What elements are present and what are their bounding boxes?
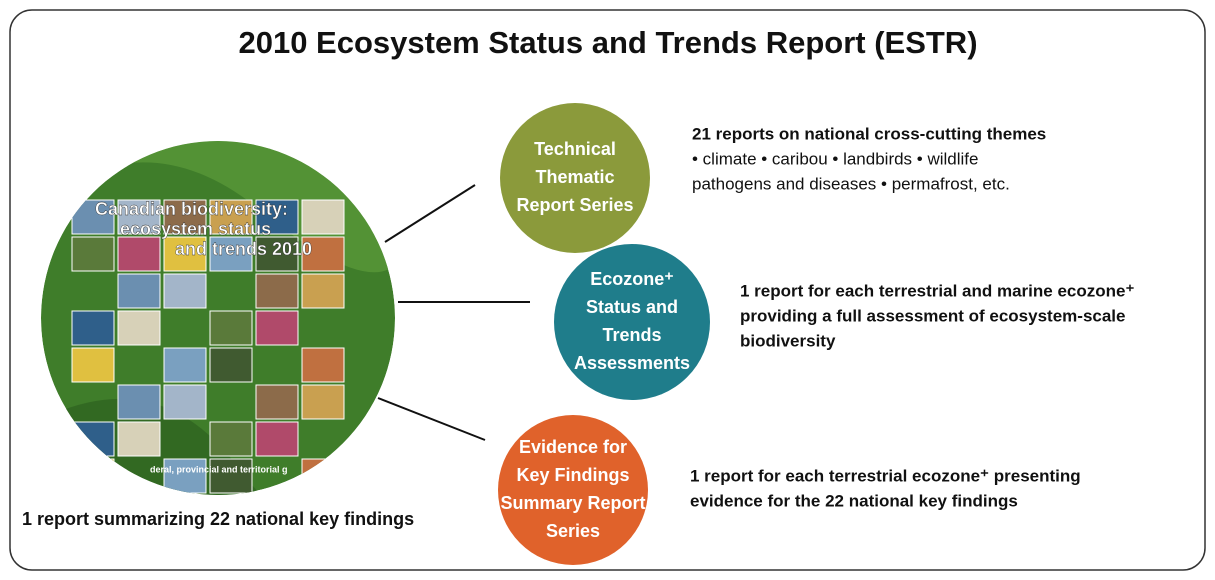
photo-tile — [117, 384, 161, 420]
photo-tile — [117, 199, 161, 235]
photo-tile — [301, 347, 345, 383]
node-label: Report Series — [516, 195, 633, 215]
photo-tile — [209, 236, 253, 272]
node-description: • climate • caribou • landbirds • wildli… — [692, 149, 978, 168]
node-label: Ecozone⁺ — [590, 269, 674, 289]
photo-tile — [301, 236, 345, 272]
node-description: biodiversity — [740, 331, 836, 350]
photo-tile — [255, 310, 299, 346]
node-label: Series — [546, 521, 600, 541]
photo-tile — [163, 199, 207, 235]
title: 2010 Ecosystem Status and Trends Report … — [238, 25, 977, 60]
photo-tile — [163, 273, 207, 309]
photo-tile — [117, 236, 161, 272]
connectors — [377, 184, 530, 441]
node-label: Key Findings — [516, 465, 629, 485]
node-description: 21 reports on national cross-cutting the… — [692, 124, 1046, 143]
cover-footer: deral, provincial and territorial g — [150, 464, 288, 474]
cover-title: and trends 2010 — [175, 239, 312, 259]
node-circle — [500, 103, 650, 253]
photo-tile — [255, 384, 299, 420]
photo-tile — [255, 199, 299, 235]
node-label: Status and — [586, 297, 678, 317]
node-description: pathogens and diseases • permafrost, etc… — [692, 174, 1010, 193]
node-description: evidence for the 22 national key finding… — [690, 491, 1018, 510]
photo-tile — [209, 421, 253, 457]
photo-tile — [255, 421, 299, 457]
node-circle — [554, 244, 710, 400]
photo-tile — [117, 273, 161, 309]
node-label: Thematic — [535, 167, 614, 187]
photo-tile — [209, 199, 253, 235]
photo-tile — [71, 236, 115, 272]
node-description: providing a full assessment of ecosystem… — [740, 306, 1125, 325]
cover-image — [41, 141, 395, 495]
cover-title: ecosystem status — [120, 219, 271, 239]
photo-tile — [117, 421, 161, 457]
photo-tile — [163, 236, 207, 272]
photo-tile — [301, 273, 345, 309]
photo-tile — [163, 347, 207, 383]
photo-tile — [209, 458, 253, 494]
node-description: 1 report for each terrestrial ecozone⁺ p… — [690, 466, 1081, 485]
photo-tile — [301, 384, 345, 420]
photo-tile — [117, 310, 161, 346]
photo-tile — [71, 310, 115, 346]
node-label: Trends — [602, 325, 661, 345]
photo-tile — [71, 347, 115, 383]
photo-tile — [209, 310, 253, 346]
node-label: Technical — [534, 139, 616, 159]
cover-caption: 1 report summarizing 22 national key fin… — [22, 509, 414, 529]
node-label: Assessments — [574, 353, 690, 373]
node-label: Evidence for — [519, 437, 627, 457]
photo-tile — [163, 458, 207, 494]
photo-tile — [163, 384, 207, 420]
photo-tile — [255, 273, 299, 309]
photo-tile — [209, 347, 253, 383]
cover-title: Canadian biodiversity: — [95, 199, 288, 219]
node-label: Summary Report — [500, 493, 645, 513]
node-circle — [498, 415, 648, 565]
photo-tile — [255, 236, 299, 272]
photo-tile — [301, 199, 345, 235]
node-description: 1 report for each terrestrial and marine… — [740, 281, 1134, 300]
